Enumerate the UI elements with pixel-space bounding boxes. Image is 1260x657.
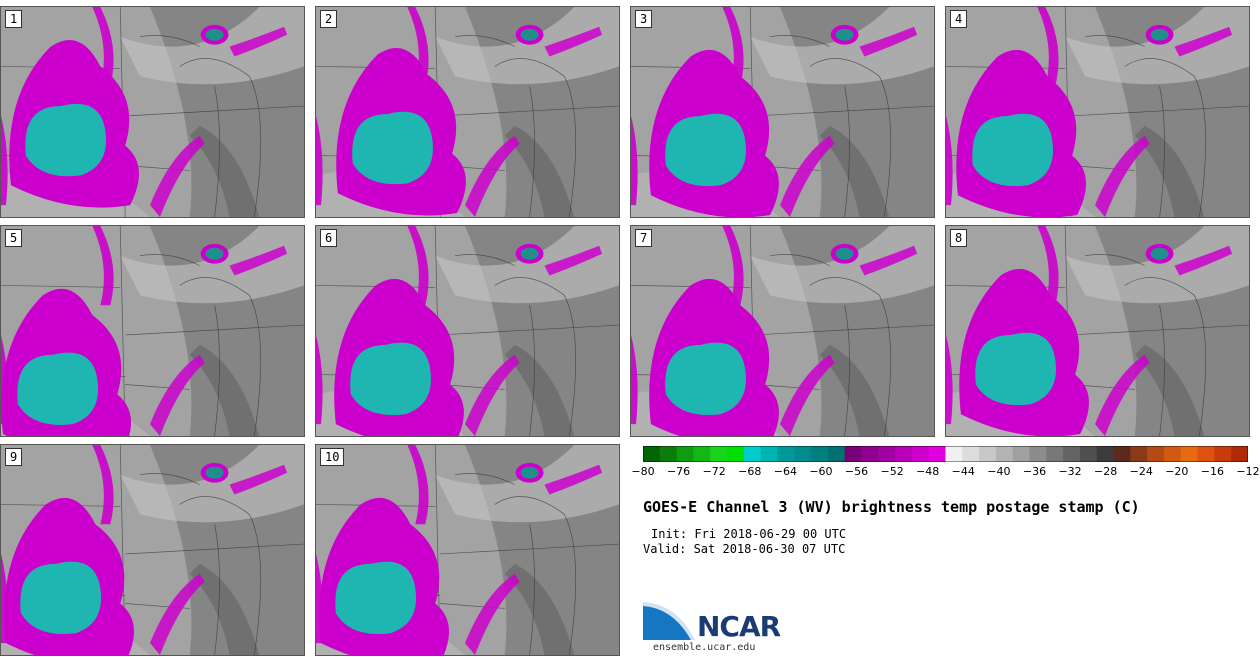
colorbar-swatch [794, 446, 812, 462]
colorbar-swatch [1113, 446, 1131, 462]
colorbar-swatch [643, 446, 661, 462]
colorbar-swatch [1197, 446, 1215, 462]
colorbar-tick-label: −28 [1094, 465, 1118, 478]
water-vapor-map [946, 226, 1249, 436]
panel-number: 1 [5, 10, 23, 28]
colorbar-tick-label: −72 [702, 465, 726, 478]
forecast-panel-7: 7 [630, 225, 935, 437]
colorbar-tick-labels: −80 −76 −72 −68 −64 −60 −56 −52 −48 −44 −40 −36 −32−… [631, 465, 1260, 481]
colorbar-tick-label: −16 [1200, 465, 1225, 478]
colorbar-tick-label: −44 [951, 465, 975, 478]
colorbar-swatch [1012, 446, 1031, 462]
colorbar-tick-label: −52 [880, 465, 904, 478]
init-time: Init: Fri 2018-06-29 00 UTC [651, 527, 847, 541]
forecast-panel-4: 4 [945, 6, 1250, 218]
colorbar-swatch [1029, 446, 1047, 462]
panel-number: 10 [320, 448, 345, 466]
forecast-panel-3: 3 [630, 6, 935, 218]
water-vapor-map [316, 7, 619, 217]
panel-number: 3 [635, 10, 653, 28]
colorbar-swatch [995, 446, 1014, 462]
colorbar-tick-label: −68 [738, 465, 762, 478]
panel-number: 6 [320, 229, 338, 247]
colorbar-swatch [693, 446, 711, 462]
forecast-panel-6: 6 [315, 225, 620, 437]
panel-number: 9 [5, 448, 23, 466]
forecast-panel-10: 10 [315, 444, 620, 656]
water-vapor-map [631, 7, 934, 217]
colorbar-swatch [878, 446, 896, 462]
colorbar-swatch [1231, 446, 1248, 462]
colorbar-tick-label: −64 [773, 465, 797, 478]
colorbar-swatch [1046, 446, 1064, 462]
colorbar-tick-label: −12 [1236, 465, 1260, 478]
colorbar-swatch [1214, 446, 1232, 462]
forecast-panel-1: 1 [0, 6, 305, 218]
colorbar-swatch [827, 446, 846, 462]
colorbar-swatch [743, 446, 762, 462]
colorbar-tick-label: −48 [916, 465, 940, 478]
panel-number: 4 [950, 10, 968, 28]
colorbar-swatch [1130, 446, 1148, 462]
colorbar-tick-label: −40 [987, 465, 1011, 478]
colorbar-swatch [1163, 446, 1182, 462]
colorbar-tick-label: −24 [1129, 465, 1153, 478]
water-vapor-map [631, 226, 934, 436]
colorbar-swatch [760, 446, 778, 462]
forecast-panel-9: 9 [0, 444, 305, 656]
forecast-panel-5: 5 [0, 225, 305, 437]
colorbar-tick-label: −32 [1058, 465, 1082, 478]
water-vapor-map [1, 7, 304, 217]
panel-number: 7 [635, 229, 653, 247]
figure-title: GOES-E Channel 3 (WV) brightness temp po… [643, 498, 1140, 516]
forecast-panel-2: 2 [315, 6, 620, 218]
colorbar-swatch [979, 446, 997, 462]
colorbar-swatch [1147, 446, 1165, 462]
panel-number: 5 [5, 229, 23, 247]
colorbar-swatch [911, 446, 930, 462]
water-vapor-map [946, 7, 1249, 217]
colorbar-swatch [1180, 446, 1199, 462]
water-vapor-map [316, 445, 619, 655]
colorbar-swatch [676, 446, 694, 462]
water-vapor-map [316, 226, 619, 436]
colorbar-tick-label: −76 [666, 465, 691, 478]
ensemble-url[interactable]: ensemble.ucar.edu [653, 642, 756, 653]
colorbar-swatch [659, 446, 678, 462]
temperature-colorbar [643, 446, 1248, 462]
ncar-logo-text: NCAR [697, 610, 781, 643]
ncar-logo-icon[interactable] [643, 600, 793, 644]
colorbar-swatch [811, 446, 829, 462]
colorbar-tick-label: −60 [809, 465, 833, 478]
colorbar-swatch [962, 446, 980, 462]
colorbar-tick-label: −56 [844, 465, 869, 478]
colorbar-swatch [1079, 446, 1098, 462]
colorbar-swatch [1096, 446, 1115, 462]
colorbar-tick-label: −20 [1165, 465, 1189, 478]
forecast-panel-8: 8 [945, 225, 1250, 437]
colorbar-tick-label: −80 [631, 465, 655, 478]
colorbar-tick-label: −36 [1022, 465, 1047, 478]
colorbar-swatch [777, 446, 795, 462]
water-vapor-map [1, 226, 304, 436]
colorbar-swatch [727, 446, 745, 462]
colorbar-swatch [1063, 446, 1081, 462]
colorbar-swatch [710, 446, 728, 462]
colorbar-swatch [928, 446, 946, 462]
water-vapor-map [1, 445, 304, 655]
colorbar-swatch [895, 446, 913, 462]
valid-time: Valid: Sat 2018-06-30 07 UTC [643, 542, 846, 556]
colorbar-swatch [844, 446, 862, 462]
colorbar-swatch [945, 446, 963, 462]
colorbar-swatch [861, 446, 879, 462]
panel-number: 8 [950, 229, 968, 247]
panel-number: 2 [320, 10, 338, 28]
